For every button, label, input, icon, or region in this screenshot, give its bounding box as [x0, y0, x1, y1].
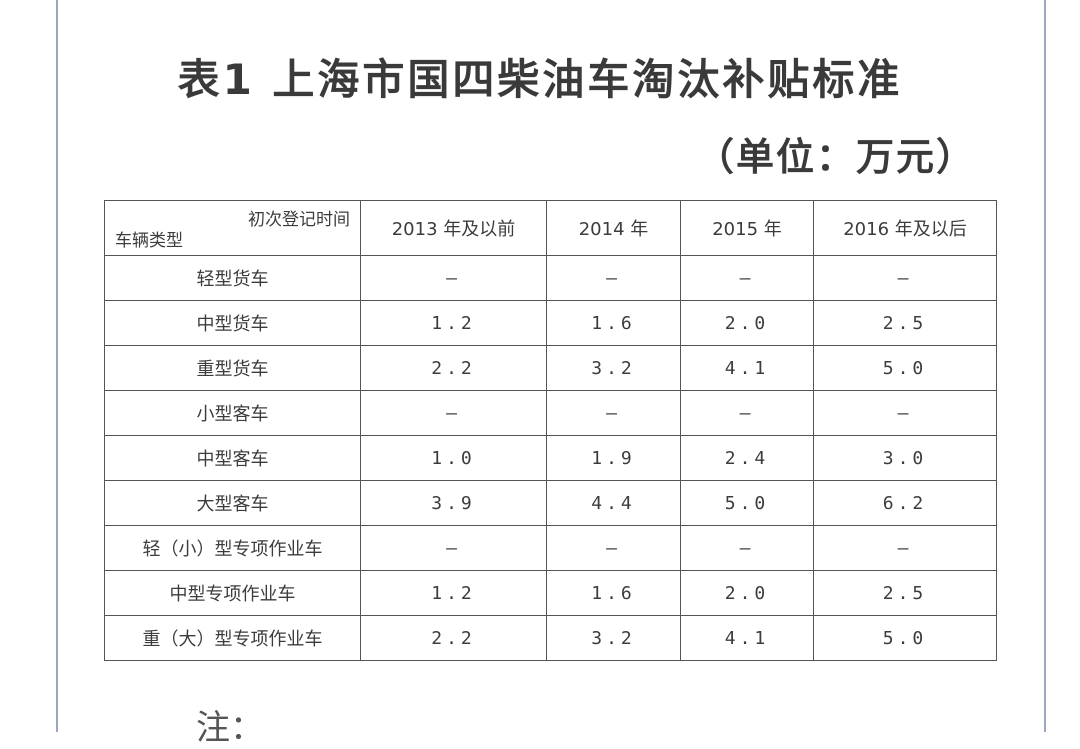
- subsidy-cell: 1.6: [546, 300, 681, 346]
- vehicle-type-cell: 重（大）型专项作业车: [104, 615, 361, 661]
- vehicle-type-header: 车辆类型: [115, 231, 183, 251]
- table-row: 轻型货车 – – – –: [104, 255, 997, 301]
- column-header: 2013 年及以前: [360, 200, 547, 256]
- page-border-left: [56, 0, 58, 732]
- table-row: 大型客车 3.9 4.4 5.0 6.2: [104, 480, 997, 526]
- subsidy-cell: 4.4: [546, 480, 681, 526]
- subsidy-cell: 1.9: [546, 435, 681, 481]
- subsidy-cell: –: [546, 255, 681, 301]
- page-title: 表1 上海市国四柴油车淘汰补贴标准: [177, 55, 903, 104]
- subsidy-cell: 3.0: [813, 435, 997, 481]
- column-header: 2016 年及以后: [813, 200, 997, 256]
- subsidy-cell: 4.1: [680, 615, 814, 661]
- vehicle-type-cell: 中型专项作业车: [104, 570, 361, 616]
- subsidy-cell: –: [360, 525, 547, 571]
- subsidy-cell: –: [360, 255, 547, 301]
- subsidy-cell: –: [813, 255, 997, 301]
- subsidy-cell: 2.2: [360, 345, 547, 391]
- subsidy-cell: –: [813, 525, 997, 571]
- subsidy-cell: –: [546, 525, 681, 571]
- subsidy-cell: 1.6: [546, 570, 681, 616]
- subsidy-cell: 2.2: [360, 615, 547, 661]
- subsidy-cell: –: [680, 390, 814, 436]
- subsidy-cell: 6.2: [813, 480, 997, 526]
- table-row: 重（大）型专项作业车 2.2 3.2 4.1 5.0: [104, 615, 997, 661]
- subsidy-cell: 4.1: [680, 345, 814, 391]
- subsidy-cell: 2.5: [813, 300, 997, 346]
- vehicle-type-cell: 轻（小）型专项作业车: [104, 525, 361, 571]
- unit-label: （单位：万元）: [695, 135, 976, 179]
- corner-header-cell: 初次登记时间 车辆类型: [104, 200, 361, 256]
- table-row: 轻（小）型专项作业车 – – – –: [104, 525, 997, 571]
- vehicle-type-cell: 轻型货车: [104, 255, 361, 301]
- table-row: 小型客车 – – – –: [104, 390, 997, 436]
- table-header-row: 初次登记时间 车辆类型 2013 年及以前 2014 年 2015 年 2016…: [104, 200, 997, 256]
- subsidy-cell: 3.2: [546, 615, 681, 661]
- vehicle-type-cell: 中型客车: [104, 435, 361, 481]
- subsidy-cell: 3.2: [546, 345, 681, 391]
- subsidy-cell: 2.0: [680, 570, 814, 616]
- table-row: 中型客车 1.0 1.9 2.4 3.0: [104, 435, 997, 481]
- subsidy-cell: 1.2: [360, 570, 547, 616]
- subsidy-cell: –: [546, 390, 681, 436]
- registration-time-header: 初次登记时间: [248, 210, 350, 230]
- subsidy-cell: 2.0: [680, 300, 814, 346]
- note-label: 注：: [196, 708, 264, 748]
- table-row: 中型专项作业车 1.2 1.6 2.0 2.5: [104, 570, 997, 616]
- subsidy-cell: –: [813, 390, 997, 436]
- subsidy-cell: 3.9: [360, 480, 547, 526]
- table-row: 重型货车 2.2 3.2 4.1 5.0: [104, 345, 997, 391]
- subsidy-cell: 5.0: [680, 480, 814, 526]
- subsidy-cell: –: [680, 525, 814, 571]
- vehicle-type-cell: 大型客车: [104, 480, 361, 526]
- subsidy-cell: 2.4: [680, 435, 814, 481]
- subsidy-cell: 5.0: [813, 345, 997, 391]
- subsidy-cell: 2.5: [813, 570, 997, 616]
- page-border-right: [1044, 0, 1046, 732]
- vehicle-type-cell: 重型货车: [104, 345, 361, 391]
- subsidy-cell: –: [360, 390, 547, 436]
- subsidy-table: 初次登记时间 车辆类型 2013 年及以前 2014 年 2015 年 2016…: [104, 200, 997, 661]
- table-row: 中型货车 1.2 1.6 2.0 2.5: [104, 300, 997, 346]
- column-header: 2014 年: [546, 200, 681, 256]
- vehicle-type-cell: 中型货车: [104, 300, 361, 346]
- column-header: 2015 年: [680, 200, 814, 256]
- subsidy-cell: 5.0: [813, 615, 997, 661]
- subsidy-cell: 1.0: [360, 435, 547, 481]
- subsidy-cell: –: [680, 255, 814, 301]
- subsidy-cell: 1.2: [360, 300, 547, 346]
- vehicle-type-cell: 小型客车: [104, 390, 361, 436]
